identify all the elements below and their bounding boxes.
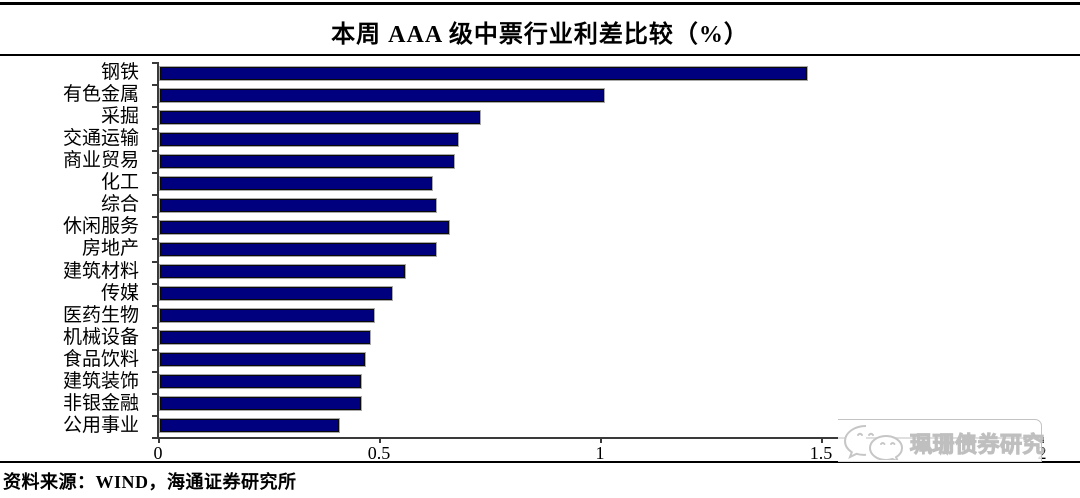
category-label: 机械设备 xyxy=(62,326,139,348)
bar xyxy=(160,265,406,279)
bar xyxy=(160,243,437,256)
watermark: 珮珊债券研究 xyxy=(838,419,1046,462)
bottom-separator xyxy=(0,461,1080,463)
y-axis-tick xyxy=(152,304,158,307)
bar xyxy=(160,375,361,389)
x-axis-tick-label: 0.5 xyxy=(367,443,391,463)
y-axis-tick xyxy=(152,437,158,439)
title-separator xyxy=(0,54,1080,56)
chart-title: 本周 AAA 级中票行业利差比较（%） xyxy=(331,22,749,48)
y-axis-tick xyxy=(152,106,158,109)
y-axis-tick xyxy=(152,194,158,197)
category-label: 化工 xyxy=(100,172,139,194)
category-label: 建筑材料 xyxy=(62,260,139,282)
y-axis-line xyxy=(157,62,159,438)
bar xyxy=(160,88,604,102)
y-axis-tick xyxy=(152,216,158,219)
y-axis-tick xyxy=(152,62,158,64)
category-label: 建筑装饰 xyxy=(62,370,139,392)
category-label: 公用事业 xyxy=(62,414,139,436)
bar xyxy=(160,198,437,212)
x-axis-tick xyxy=(600,437,602,443)
category-label: 有色金属 xyxy=(62,84,139,106)
x-axis-tick-label: 0 xyxy=(153,443,163,463)
bar xyxy=(160,220,450,234)
category-label: 食品饮料 xyxy=(62,348,139,370)
source-note: 资料来源：WIND，海通证券研究所 xyxy=(3,472,297,492)
category-label: 交通运输 xyxy=(62,128,139,150)
y-axis-tick xyxy=(152,348,158,351)
x-axis-tick xyxy=(821,437,823,443)
bar xyxy=(160,66,808,80)
x-axis-tick-label: 1.5 xyxy=(809,443,833,463)
top-rule xyxy=(0,2,1080,5)
y-axis-tick xyxy=(152,326,158,329)
x-axis-tick-label: 2 xyxy=(1037,443,1047,463)
category-label: 综合 xyxy=(100,194,139,216)
y-axis-tick xyxy=(152,260,158,263)
category-label: 采掘 xyxy=(100,106,139,128)
category-label: 钢铁 xyxy=(100,62,139,83)
bar xyxy=(160,176,432,190)
y-axis-tick xyxy=(152,172,158,175)
wechat-icon xyxy=(843,425,904,460)
bar xyxy=(160,309,375,323)
bar xyxy=(160,132,459,146)
y-axis-tick xyxy=(152,392,158,395)
bar xyxy=(160,331,370,345)
category-label: 商业贸易 xyxy=(62,150,139,172)
y-axis-tick xyxy=(152,150,158,153)
category-label: 非银金融 xyxy=(62,392,139,414)
y-axis-tick xyxy=(152,84,158,87)
y-axis-tick xyxy=(152,414,158,417)
watermark-label: 珮珊债券研究 xyxy=(909,432,1046,458)
category-label: 医药生物 xyxy=(62,304,139,326)
bar xyxy=(160,353,366,367)
x-axis-tick-label: 1 xyxy=(595,443,605,463)
bar xyxy=(160,110,481,124)
bar xyxy=(160,287,392,301)
y-axis-tick xyxy=(152,282,158,285)
bar xyxy=(160,419,339,433)
y-axis-tick xyxy=(152,238,158,241)
category-label: 房地产 xyxy=(81,238,139,260)
category-label: 休闲服务 xyxy=(62,216,139,238)
category-label: 传媒 xyxy=(100,282,139,304)
bar xyxy=(160,397,361,411)
x-axis-tick xyxy=(158,437,160,443)
x-axis-tick xyxy=(1042,437,1044,443)
y-axis-tick xyxy=(152,370,158,373)
x-axis-tick xyxy=(379,437,381,443)
y-axis-tick xyxy=(152,128,158,131)
bar xyxy=(160,154,454,168)
